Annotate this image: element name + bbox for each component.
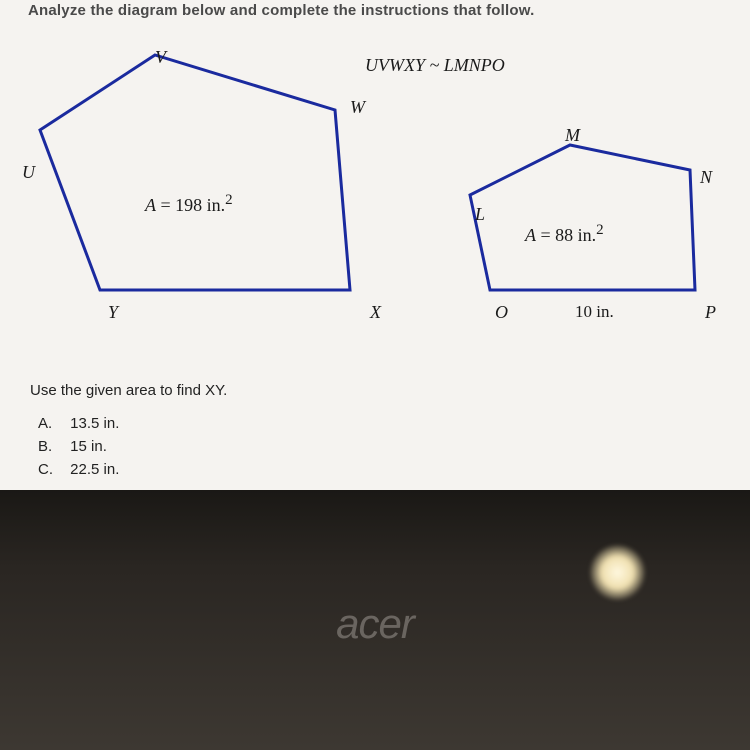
choice-a[interactable]: A. 13.5 in. <box>38 415 119 432</box>
choice-b-letter: B. <box>38 438 66 455</box>
lens-glare <box>590 545 645 600</box>
choice-c[interactable]: C. 22.5 in. <box>38 461 119 478</box>
question-text: Use the given area to find XY. <box>30 382 227 399</box>
vertex-label-p: P <box>705 302 716 323</box>
choice-c-text: 22.5 in. <box>70 461 119 478</box>
vertex-label-l: L <box>475 204 485 225</box>
choice-a-letter: A. <box>38 415 66 432</box>
vertex-label-n: N <box>700 167 712 188</box>
choice-b-text: 15 in. <box>70 438 107 455</box>
pentagon-lmnpo <box>0 0 750 350</box>
vertex-label-m: M <box>565 125 580 146</box>
question-content: Use the given area to find XY. <box>30 382 227 399</box>
choice-b[interactable]: B. 15 in. <box>38 438 107 455</box>
side-length-op: 10 in. <box>575 302 614 322</box>
laptop-logo: acer <box>0 600 750 648</box>
worksheet-screen: Analyze the diagram below and complete t… <box>0 0 750 490</box>
vertex-label-o: O <box>495 302 508 323</box>
choice-c-letter: C. <box>38 461 66 478</box>
area-label-lmnpo: A = 88 in.2 <box>525 222 604 246</box>
choice-a-text: 13.5 in. <box>70 415 119 432</box>
